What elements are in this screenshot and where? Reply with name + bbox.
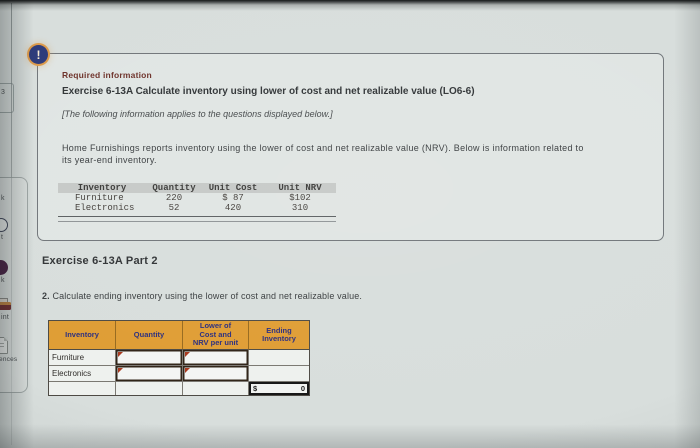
sidebar-item-label: 3 [1, 89, 6, 96]
answer-column-header: Lower of Cost and NRV per unit [183, 321, 249, 350]
sidebar-item-partial[interactable]: 3 [1, 89, 5, 96]
column-header: Unit NRV [278, 183, 322, 193]
sidebar-item-label: int [1, 314, 9, 321]
inventory-name: Electronics [75, 203, 135, 213]
electronics-quantity-input-cell[interactable] [116, 366, 183, 382]
table-bottom-rule [58, 216, 336, 222]
required-information-label: Required information [62, 70, 152, 80]
column-header: Unit Cost [208, 183, 258, 193]
sidebar-item-ask[interactable]: k [0, 260, 8, 284]
unit-nrv-value: 310 [291, 203, 309, 213]
applies-note: [The following information applies to th… [62, 109, 333, 119]
empty-cell [49, 382, 116, 395]
exercise-title: Exercise 6-13A Calculate inventory using… [62, 86, 475, 97]
row-label-furniture: Furniture [49, 350, 116, 366]
instruction-text: Calculate ending inventory using the low… [52, 291, 363, 301]
sidebar-item-hint[interactable]: t [0, 218, 8, 241]
electronics-lower-of-cost-input-cell[interactable] [183, 366, 249, 382]
electronics-ending-inventory-cell [249, 366, 309, 382]
sidebar-item-label: k [1, 277, 5, 284]
document-icon [0, 337, 8, 354]
inventory-data-table: Inventory Quantity Unit Cost Unit NRV Fu… [58, 183, 336, 213]
problem-statement: Home Furnishings reports inventory using… [62, 143, 584, 166]
column-header: Inventory [77, 183, 127, 193]
currency-symbol: $ [253, 384, 258, 393]
printer-icon [0, 298, 11, 312]
furniture-ending-inventory-cell [249, 350, 309, 366]
sidebar-item-label: t [1, 234, 4, 241]
quantity-value: 220 [165, 193, 183, 203]
sidebar-item-label: k [1, 195, 5, 202]
ending-inventory-total-cell: $ 0 [249, 382, 309, 395]
sidebar-item-label: ences [0, 356, 18, 363]
unit-cost-value: $ 87 [222, 193, 244, 203]
furniture-lower-of-cost-input-cell[interactable] [183, 350, 249, 366]
sidebar-item-references[interactable]: ences [0, 337, 17, 363]
answer-column-header: Ending Inventory [249, 321, 309, 350]
part2-heading: Exercise 6-13A Part 2 [42, 255, 158, 267]
unit-nrv-value: $102 [289, 193, 311, 203]
answer-table: Inventory Quantity Lower of Cost and NRV… [48, 320, 310, 396]
sidebar-item-print[interactable]: int [0, 298, 11, 321]
column-header: Quantity [152, 183, 196, 193]
part2-instruction: 2. Calculate ending inventory using the … [42, 291, 362, 301]
quantity-value: 52 [168, 203, 180, 213]
instruction-number: 2. [42, 291, 50, 301]
table-row: Furniture 220 $ 87 $102 [58, 193, 336, 203]
sidebar-item-ebook[interactable]: k [1, 195, 5, 202]
inventory-table-header-row: Inventory Quantity Unit Cost Unit NRV [58, 183, 336, 193]
inventory-name: Furniture [75, 193, 124, 203]
ending-inventory-total-value: 0 [300, 384, 305, 393]
table-row: Electronics 52 420 310 [58, 203, 336, 213]
empty-cell [183, 382, 249, 395]
problem-statement-line1: Home Furnishings reports inventory using… [62, 143, 584, 153]
unit-cost-value: 420 [224, 203, 242, 213]
info-exclamation-icon: ! [29, 45, 48, 64]
problem-statement-line2: its year-end inventory. [62, 154, 157, 165]
empty-cell [116, 382, 183, 395]
filled-circle-icon [0, 260, 8, 275]
answer-column-header: Quantity [116, 321, 183, 350]
furniture-quantity-input-cell[interactable] [116, 350, 183, 366]
sidebar-partial-box [0, 83, 14, 113]
row-label-electronics: Electronics [49, 366, 116, 382]
answer-column-header: Inventory [49, 321, 116, 350]
circle-outline-icon [0, 218, 8, 232]
